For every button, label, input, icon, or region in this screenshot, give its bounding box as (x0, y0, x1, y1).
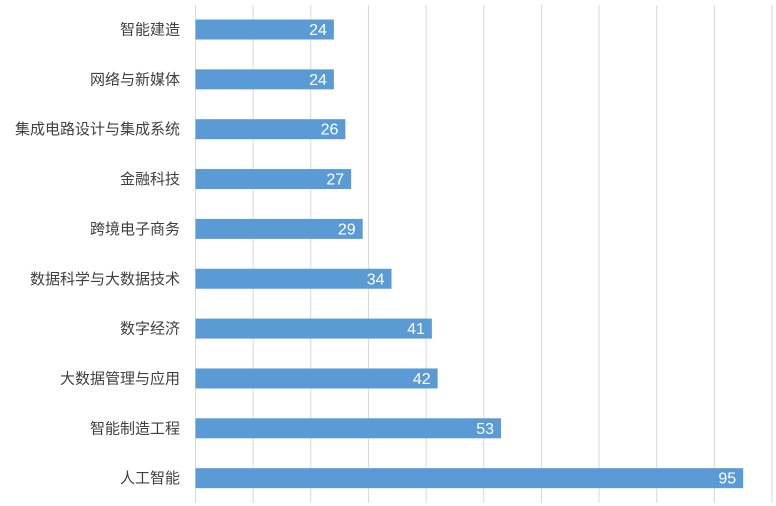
category-label-9: 人工智能 (120, 469, 180, 487)
data-label-5: 34 (367, 271, 385, 288)
category-label-3: 金融科技 (120, 170, 180, 188)
bar-6 (195, 318, 432, 339)
bar-0 (195, 19, 334, 40)
category-labels: 智能建造网络与新媒体集成电路设计与集成系统金融科技跨境电子商务数据科学与大数据技… (15, 21, 180, 488)
data-labels: 24 24 26 27 29 34 41 42 53 95 (309, 22, 736, 488)
bar-3 (195, 169, 352, 190)
bar-8 (195, 418, 502, 439)
bar-2 (195, 119, 346, 140)
category-label-4: 跨境电子商务 (90, 220, 180, 238)
data-label-8: 53 (476, 421, 494, 438)
data-label-6: 41 (407, 321, 425, 338)
data-label-4: 29 (338, 221, 356, 238)
category-label-8: 智能制造工程 (90, 419, 180, 437)
category-label-6: 数字经济 (120, 320, 180, 338)
data-label-9: 95 (718, 471, 736, 488)
data-label-2: 26 (321, 122, 339, 139)
bar-5 (195, 268, 392, 289)
bar-1 (195, 69, 334, 90)
category-label-0: 智能建造 (120, 21, 180, 39)
data-label-7: 42 (413, 371, 431, 388)
bar-4 (195, 218, 363, 239)
bars (195, 19, 744, 489)
data-label-1: 24 (309, 72, 327, 89)
category-label-2: 集成电路设计与集成系统 (15, 120, 180, 138)
bar-9 (195, 468, 744, 489)
data-label-0: 24 (309, 22, 327, 39)
category-label-5: 数据科学与大数据技术 (30, 270, 180, 288)
bar-7 (195, 368, 438, 389)
data-label-3: 27 (326, 172, 344, 189)
category-label-7: 大数据管理与应用 (60, 369, 180, 387)
category-label-1: 网络与新媒体 (90, 70, 180, 88)
